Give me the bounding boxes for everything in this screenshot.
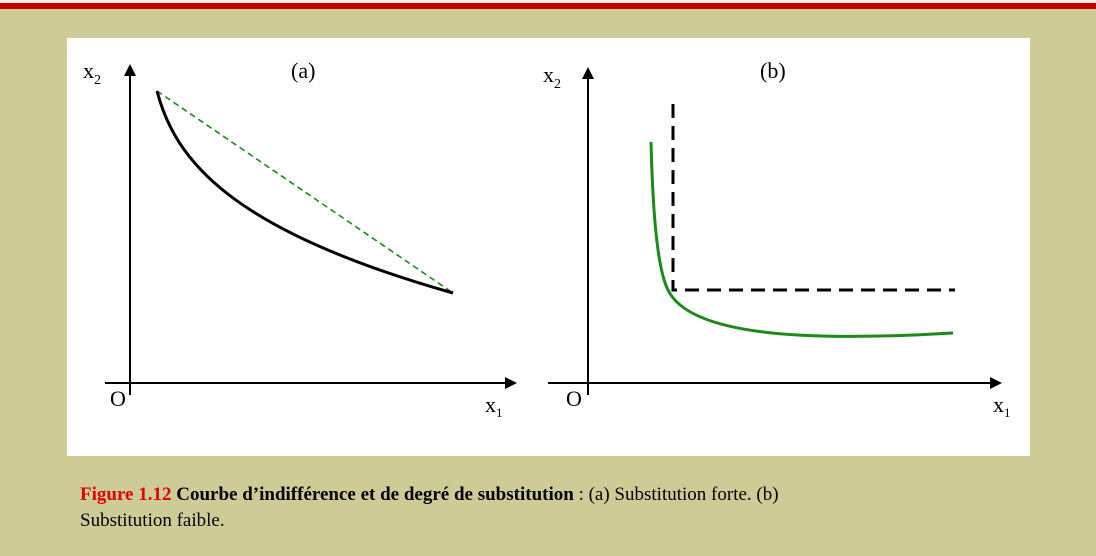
caption-text: : (a) Substitution forte. (b) Substituti… — [80, 484, 779, 531]
top-strip — [0, 0, 1096, 3]
top-rule — [0, 3, 1096, 9]
origin-label: O — [110, 386, 126, 411]
caption: Figure 1.12 Courbe d’indifférence et de … — [80, 482, 800, 534]
x-axis-label: x1 — [993, 392, 1011, 420]
caption-title: Courbe d’indifférence et de degré de sub… — [176, 484, 574, 505]
x-axis-label: x1 — [485, 392, 503, 420]
perfect-complements — [671, 104, 955, 292]
origin-label: O — [566, 386, 582, 411]
y-axis-label: x2 — [83, 58, 101, 88]
panel-b: x2 (b) O x1 — [543, 58, 1011, 420]
indifference-curve — [649, 141, 954, 338]
panel-label: (b) — [760, 58, 786, 83]
y-axis-label: x2 — [543, 62, 561, 92]
indifference-curve — [155, 90, 454, 295]
panel-a: x2 (a) O x1 — [83, 58, 517, 420]
panel-label: (a) — [291, 58, 315, 83]
caption-number: Figure 1.12 — [80, 484, 172, 505]
figure-panel — [67, 38, 1030, 456]
